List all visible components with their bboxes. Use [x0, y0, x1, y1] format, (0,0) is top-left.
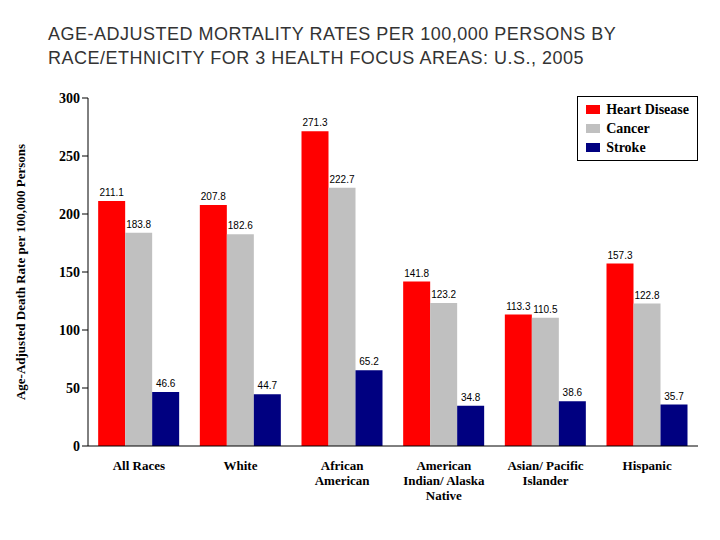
svg-text:0: 0 [73, 439, 80, 454]
svg-text:Age-Adjusted Death Rate per 10: Age-Adjusted Death Rate per 100,000 Pers… [13, 144, 28, 400]
svg-text:50: 50 [66, 381, 80, 396]
svg-text:38.6: 38.6 [563, 387, 583, 398]
svg-text:222.7: 222.7 [329, 174, 354, 185]
svg-text:183.8: 183.8 [126, 219, 151, 230]
svg-text:Hispanic: Hispanic [623, 458, 672, 473]
svg-text:200: 200 [59, 207, 80, 222]
svg-text:123.2: 123.2 [431, 289, 456, 300]
svg-text:46.6: 46.6 [156, 378, 176, 389]
html-text:Heart Disease: Heart Disease [606, 101, 689, 117]
svg-text:44.7: 44.7 [258, 380, 278, 391]
svg-text:110.5: 110.5 [533, 304, 558, 315]
svg-text:122.8: 122.8 [634, 290, 659, 301]
svg-text:211.1: 211.1 [100, 187, 125, 198]
svg-text:All Races: All Races [113, 458, 165, 473]
svg-text:300: 300 [59, 91, 80, 106]
svg-text:White: White [224, 458, 258, 473]
svg-text:182.6: 182.6 [228, 220, 253, 231]
svg-text:34.8: 34.8 [461, 392, 481, 403]
svg-text:113.3: 113.3 [506, 301, 531, 312]
svg-text:AmericanIndian/ AlaskaNative: AmericanIndian/ AlaskaNative [403, 458, 485, 503]
html-text:Stroke: Stroke [606, 139, 646, 155]
svg-text:141.8: 141.8 [404, 268, 429, 279]
svg-text:Asian/ PacificIslander: Asian/ PacificIslander [507, 458, 583, 488]
svg-text:271.3: 271.3 [302, 117, 327, 128]
svg-text:207.8: 207.8 [201, 191, 226, 202]
svg-text:AfricanAmerican: AfricanAmerican [315, 458, 371, 488]
svg-text:35.7: 35.7 [664, 391, 684, 402]
svg-text:150: 150 [59, 265, 80, 280]
svg-text:100: 100 [59, 323, 80, 338]
svg-text:157.3: 157.3 [607, 250, 632, 261]
svg-text:250: 250 [59, 149, 80, 164]
html-text:Cancer: Cancer [606, 120, 650, 136]
html-text:AGE-ADJUSTED MORTALITY RATES P: AGE-ADJUSTED MORTALITY RATES PER 100,000… [48, 24, 616, 68]
svg-text:65.2: 65.2 [359, 356, 379, 367]
